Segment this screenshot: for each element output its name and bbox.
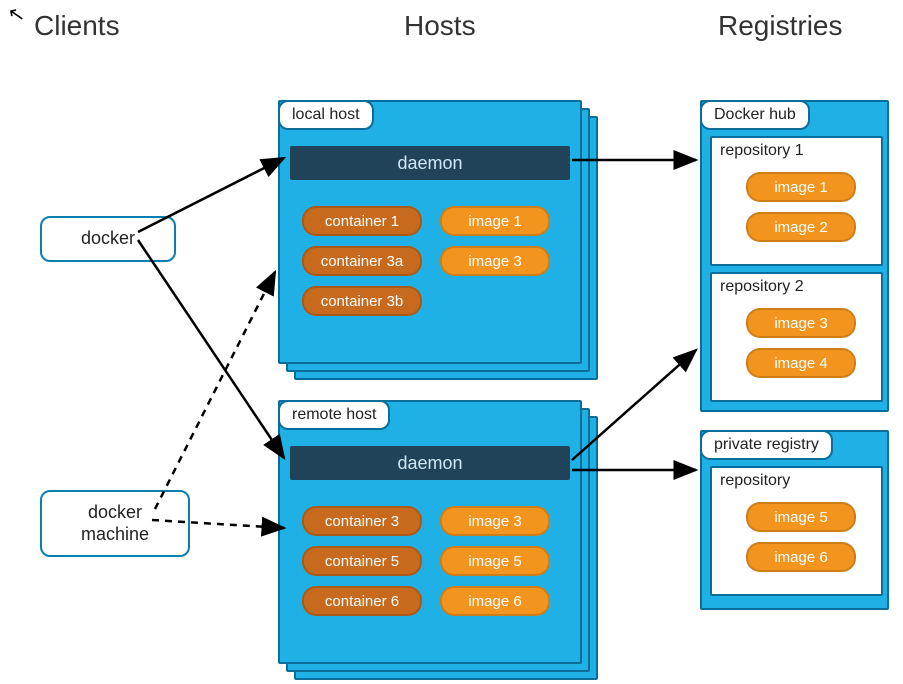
registry-docker-hub-tab: Docker hub bbox=[700, 100, 810, 130]
registry-private-repo-0-title: repository bbox=[720, 472, 790, 490]
host-local-daemon: daemon bbox=[290, 146, 570, 180]
host-local-container-2: container 3b bbox=[302, 286, 422, 316]
host-local-tab: local host bbox=[278, 100, 374, 130]
registry-docker-hub-repo-1-image-0: image 3 bbox=[746, 308, 856, 338]
host-remote-panel: remote host daemon container 3 container 5 c… bbox=[278, 400, 582, 664]
registry-docker-hub-repo-1-title: repository 2 bbox=[720, 278, 804, 296]
host-remote-tab: remote host bbox=[278, 400, 390, 430]
host-remote: remote host daemon container 3 container 5 c… bbox=[278, 400, 594, 676]
registry-docker-hub: Docker hubrepository 1image 1image 2repo… bbox=[700, 100, 889, 412]
registry-docker-hub-repo-0-image-0: image 1 bbox=[746, 172, 856, 202]
arrow-1 bbox=[138, 240, 284, 458]
host-local-image-3: image 1 bbox=[440, 206, 550, 236]
host-remote-image-5: image 6 bbox=[440, 586, 550, 616]
cursor-icon: ↖ bbox=[6, 1, 27, 29]
registry-docker-hub-repo-0: repository 1 image 1 image 2 bbox=[710, 136, 883, 266]
host-remote-image-3: image 3 bbox=[440, 506, 550, 536]
registry-private-repo-0-image-0: image 5 bbox=[746, 502, 856, 532]
registry-private-repo-0: repository image 5 image 6 bbox=[710, 466, 883, 596]
client-docker: docker bbox=[40, 216, 176, 262]
host-local: local host daemon container 1 container 3a c… bbox=[278, 100, 594, 376]
heading-registries: Registries bbox=[718, 10, 842, 42]
registry-docker-hub-repo-0-title: repository 1 bbox=[720, 142, 804, 160]
host-remote-container-0: container 3 bbox=[302, 506, 422, 536]
registry-private-repo-0-image-1: image 6 bbox=[746, 542, 856, 572]
heading-clients: Clients bbox=[34, 10, 120, 42]
host-local-panel: local host daemon container 1 container 3a c… bbox=[278, 100, 582, 364]
host-local-container-1: container 3a bbox=[302, 246, 422, 276]
host-local-image-4: image 3 bbox=[440, 246, 550, 276]
host-remote-container-2: container 6 bbox=[302, 586, 422, 616]
registry-docker-hub-repo-1-image-1: image 4 bbox=[746, 348, 856, 378]
client-docker-machine: dockermachine bbox=[40, 490, 190, 557]
registry-docker-hub-repo-0-image-1: image 2 bbox=[746, 212, 856, 242]
host-remote-container-1: container 5 bbox=[302, 546, 422, 576]
heading-hosts: Hosts bbox=[404, 10, 476, 42]
host-local-container-0: container 1 bbox=[302, 206, 422, 236]
registry-docker-hub-repo-1: repository 2 image 3 image 4 bbox=[710, 272, 883, 402]
arrow-3 bbox=[155, 272, 275, 509]
registry-private-tab: private registry bbox=[700, 430, 833, 460]
host-remote-image-4: image 5 bbox=[440, 546, 550, 576]
registry-private: private registry repository image 5 image 6 bbox=[700, 430, 889, 610]
host-remote-daemon: daemon bbox=[290, 446, 570, 480]
